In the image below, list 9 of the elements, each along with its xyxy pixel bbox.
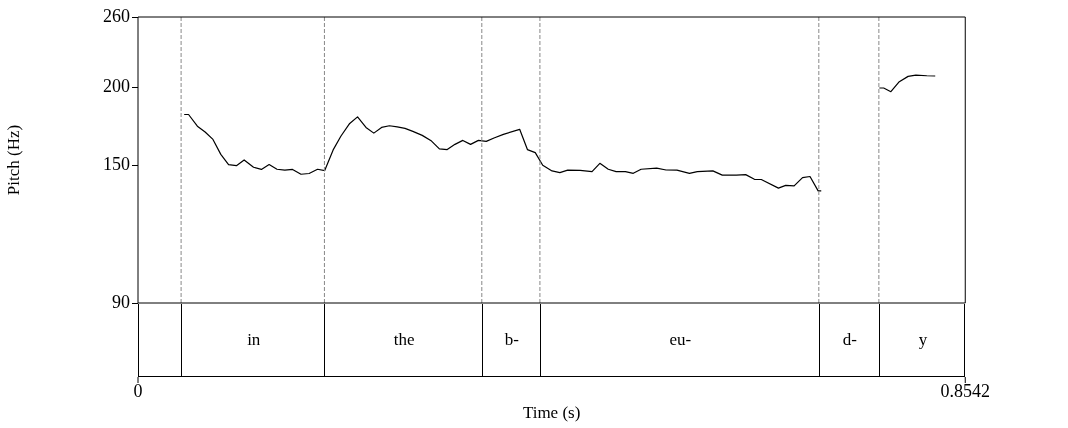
x-tick-label: 0.8542: [940, 380, 990, 401]
x-tick-label: 0: [133, 380, 143, 401]
y-tick-label: 260: [103, 5, 130, 26]
y-axis-title: Pitch (Hz): [3, 124, 23, 196]
y-tick-label: 90: [112, 291, 130, 312]
y-tick-label: 200: [103, 76, 130, 97]
text-tier-frame: in the b- eu- d- y: [138, 304, 966, 377]
y-tick-label: 150: [103, 154, 130, 175]
x-axis-title: Time (s): [522, 403, 581, 423]
